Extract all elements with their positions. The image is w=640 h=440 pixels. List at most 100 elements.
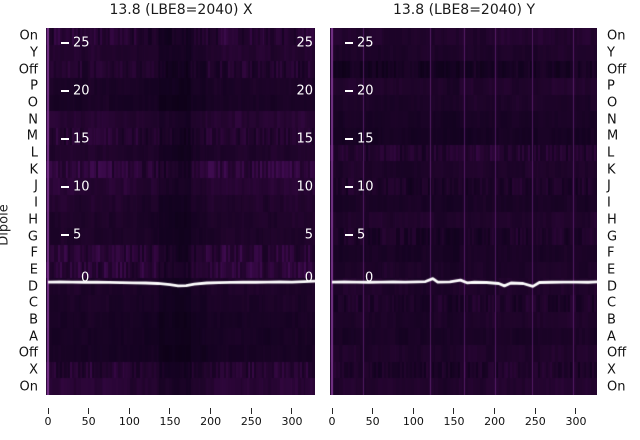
x-tick-mark xyxy=(47,408,49,414)
inner-scale-label: 25 xyxy=(73,35,90,50)
y-axis-label-right: X xyxy=(607,362,616,378)
y-axis-title: Dipole xyxy=(0,204,12,246)
y-axis-label-left: G xyxy=(27,229,38,245)
y-axis-label-left: L xyxy=(30,145,38,161)
y-axis-label-left: K xyxy=(29,162,38,178)
y-axis-label-right: E xyxy=(607,262,616,278)
y-axis-label-left: O xyxy=(27,95,38,111)
inner-scale-tick xyxy=(345,41,353,44)
x-tick-label: 150 xyxy=(159,415,181,428)
y-axis-label-right: O xyxy=(607,95,618,111)
y-axis-label-left: Y xyxy=(30,45,38,61)
y-axis-label-left: J xyxy=(34,178,38,194)
y-axis-label-left: H xyxy=(28,212,38,228)
y-axis-label-left: Off xyxy=(18,62,38,78)
y-axis-label-right: N xyxy=(607,112,617,128)
x-tick-mark xyxy=(128,408,130,414)
inner-scale-label: 0 xyxy=(81,270,90,286)
y-axis-label-right: On xyxy=(607,379,626,395)
y-axis-label-right: A xyxy=(607,329,616,345)
y-axis-label-right: H xyxy=(607,212,617,228)
y-axis-label-right: Off xyxy=(607,345,627,361)
y-axis-label-left: C xyxy=(28,295,38,311)
x-tick-mark xyxy=(291,408,293,414)
inner-scale-label: 15 xyxy=(296,131,313,147)
y-axis-label-left: F xyxy=(30,245,38,261)
inner-scale-tick xyxy=(61,89,69,92)
x-tick-label: 0 xyxy=(44,415,52,428)
inner-scale-label: 15 xyxy=(357,131,374,147)
x-tick-mark xyxy=(575,408,577,414)
y-axis-label-left: N xyxy=(28,112,38,128)
inner-scale-label: 5 xyxy=(304,227,313,243)
panel-title-x: 13.8 (LBE8=2040) X xyxy=(109,2,253,18)
x-tick-label: 250 xyxy=(240,415,262,428)
x-tick-mark xyxy=(453,408,455,414)
y-axis-label-right: P xyxy=(607,78,615,94)
x-tick-label: 300 xyxy=(565,415,587,428)
y-axis-label-left: D xyxy=(27,279,38,295)
x-tick-label: 100 xyxy=(118,415,140,428)
y-axis-label-left: E xyxy=(29,262,38,278)
y-axis-label-right: Y xyxy=(607,45,615,61)
inner-scale-tick xyxy=(345,137,353,140)
inner-scale-label: 20 xyxy=(73,83,90,99)
y-axis-label-left: M xyxy=(26,128,38,144)
y-axis-label-left: A xyxy=(29,329,38,345)
y-axis-label-left: Off xyxy=(18,345,38,361)
y-axis-label-right: L xyxy=(607,145,615,161)
panel-title-y: 13.8 (LBE8=2040) Y xyxy=(392,2,536,18)
x-tick-mark xyxy=(372,408,374,414)
y-axis-label-left: B xyxy=(29,312,38,328)
inner-scale-label: 5 xyxy=(357,227,366,243)
y-axis-label-left: On xyxy=(19,28,38,44)
x-tick-label: 50 xyxy=(365,415,380,428)
x-tick-label: 50 xyxy=(81,415,96,428)
y-axis-label-left: On xyxy=(19,379,38,395)
x-tick-label: 250 xyxy=(524,415,546,428)
inner-scale-label: 15 xyxy=(73,131,90,147)
inner-scale-label: 25 xyxy=(296,35,313,50)
x-tick-mark xyxy=(169,408,171,414)
x-tick-mark xyxy=(210,408,212,414)
inner-scale-label: 10 xyxy=(73,179,90,195)
y-axis-label-right: On xyxy=(607,28,626,44)
inner-scale-tick xyxy=(61,137,69,140)
inner-scale-tick xyxy=(345,89,353,92)
inner-scale-label: 10 xyxy=(357,179,374,195)
y-axis-label-right: G xyxy=(607,229,618,245)
x-tick-label: 100 xyxy=(402,415,424,428)
y-axis-label-right: C xyxy=(607,295,617,311)
x-tick-mark xyxy=(494,408,496,414)
inner-scale-label: 0 xyxy=(304,270,313,286)
y-axis-label-right: M xyxy=(607,128,619,144)
x-tick-label: 200 xyxy=(484,415,506,428)
inner-scale-tick xyxy=(345,185,353,188)
x-tick-mark xyxy=(250,408,252,414)
inner-scale-tick xyxy=(61,233,69,236)
y-axis-label-right: I xyxy=(607,195,611,211)
inner-scale-label: 20 xyxy=(357,83,374,99)
inner-scale-tick xyxy=(345,233,353,236)
y-axis-label-left: I xyxy=(34,195,38,211)
y-axis-label-right: D xyxy=(607,279,618,295)
y-axis-label-right: B xyxy=(607,312,616,328)
x-tick-mark xyxy=(412,408,414,414)
inner-scale-label: 20 xyxy=(296,83,313,99)
y-axis-label-right: K xyxy=(607,162,616,178)
inner-scale-tick xyxy=(61,185,69,188)
heatmap-panel-x xyxy=(46,28,315,395)
x-tick-label: 0 xyxy=(328,415,336,428)
inner-scale-label: 25 xyxy=(357,35,374,50)
y-axis-label-right: Off xyxy=(607,62,627,78)
x-tick-mark xyxy=(534,408,536,414)
x-tick-mark xyxy=(331,408,333,414)
y-axis-label-left: P xyxy=(30,78,38,94)
inner-scale-label: 10 xyxy=(296,179,313,195)
x-tick-label: 300 xyxy=(281,415,303,428)
heatmap-panel-y xyxy=(330,28,597,395)
x-tick-label: 150 xyxy=(443,415,465,428)
inner-scale-label: 0 xyxy=(365,270,374,286)
y-axis-label-right: J xyxy=(607,178,611,194)
